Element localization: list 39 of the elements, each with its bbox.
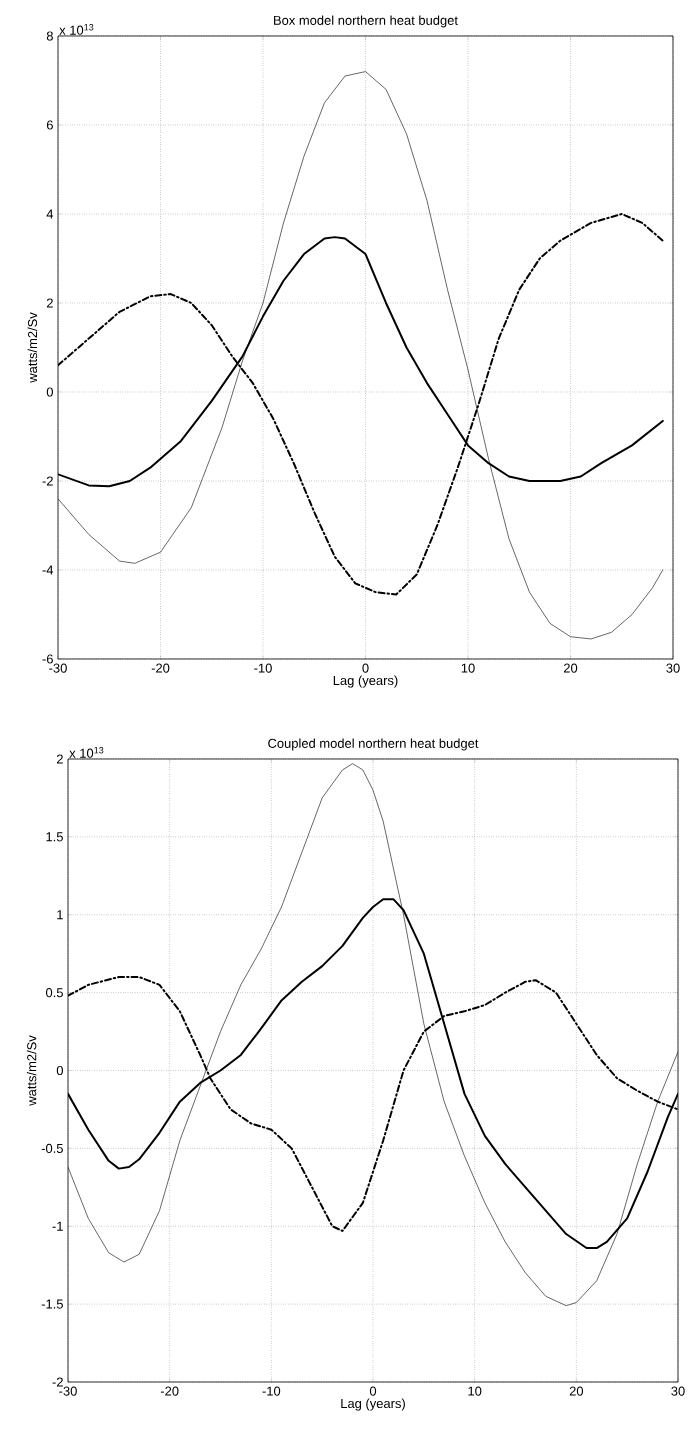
y-tick-label: 1	[57, 910, 63, 920]
y-tick-label: -6	[42, 654, 53, 664]
x-tick-label: -10	[254, 663, 272, 673]
y-tick-label: 1.5	[46, 832, 63, 842]
x-axis-title: Lag (years)	[333, 675, 398, 688]
y-tick-label: -4	[42, 565, 54, 575]
y-tick-label: 4	[46, 209, 54, 219]
y-tick-label: 0	[46, 387, 53, 397]
x-tick-label: -30	[49, 663, 67, 673]
x-tick-label: 10	[461, 663, 475, 673]
x-tick-label: -20	[151, 663, 170, 673]
y-tick-label: 0	[56, 1065, 63, 1076]
x-tick-label: 20	[569, 1386, 584, 1396]
y-tick-label: -2	[52, 1377, 63, 1387]
x-tick-label: 0	[362, 663, 369, 673]
chart-title: Coupled model northern heat budget	[268, 738, 479, 751]
x-tick-label: -20	[160, 1386, 179, 1396]
y-tick-label: 2	[46, 298, 53, 308]
x-tick-label: 30	[671, 1386, 685, 1396]
text: x 10$^{13}$	[69, 747, 104, 758]
chart-title: Box model northern heat budget	[274, 15, 458, 28]
y-tick-label: -1.5	[41, 1299, 63, 1309]
y-tick-label: 6	[46, 120, 53, 130]
x-tick-label: -30	[59, 1386, 77, 1396]
y-tick-label: 0.5	[45, 988, 63, 998]
y-tick-label: 8	[46, 31, 53, 41]
x-tick-label: 30	[666, 663, 680, 673]
y-tick-label: -0.5	[41, 1143, 63, 1153]
x-tick-label: 20	[563, 663, 578, 673]
y-tick-label: 2	[56, 754, 63, 764]
y-axis-title: watts/m2/Sv	[27, 312, 38, 383]
x-tick-label: 0	[369, 1386, 377, 1396]
x-tick-label: 10	[468, 1386, 482, 1396]
y-tick-label: -2	[42, 476, 53, 486]
y-tick-label: -1	[52, 1221, 63, 1231]
x-tick-label: -10	[262, 1386, 281, 1396]
y-axis-title: watts/m2/Sv	[26, 1035, 37, 1106]
text: x 10$^{13}$	[59, 23, 94, 35]
x-axis-title: Lag (years)	[341, 1398, 405, 1411]
